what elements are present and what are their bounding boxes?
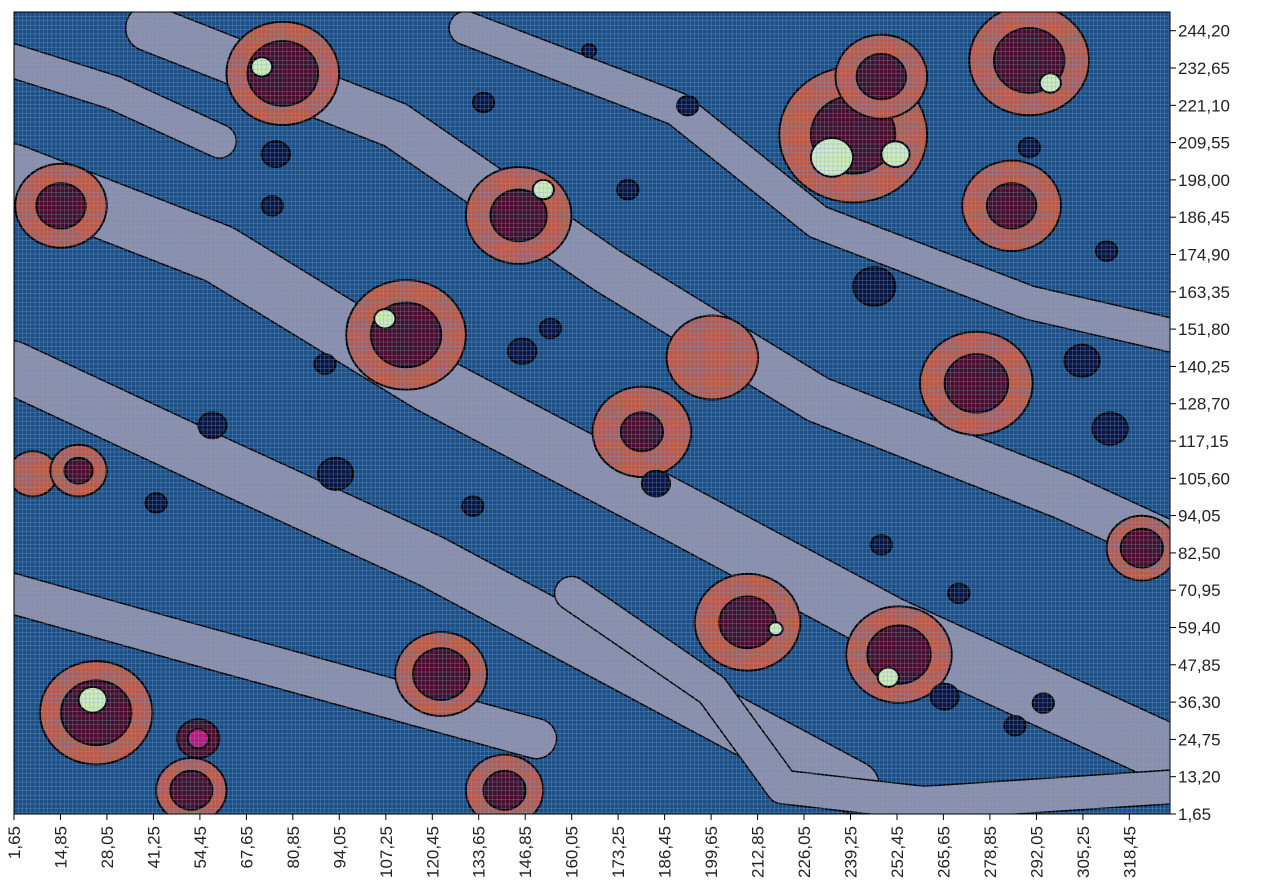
contour-region [880, 140, 911, 169]
x-tick-label: 278,85 [981, 826, 1000, 878]
y-tick-label: 232,65 [1178, 59, 1230, 78]
contour-region [169, 769, 214, 811]
y-tick-label: 82,50 [1178, 544, 1221, 563]
x-tick-label: 173,25 [609, 826, 628, 878]
x-tick-label: 14,85 [52, 826, 71, 869]
y-tick-label: 128,70 [1178, 395, 1230, 414]
plot-area [14, 12, 1170, 814]
x-tick-label: 305,25 [1074, 826, 1093, 878]
y-tick-label: 94,05 [1178, 507, 1221, 526]
x-tick-label: 292,05 [1027, 826, 1046, 878]
y-axis-right: 1,65 13,20 24,75 36,30 47,85 59,40 70,95 82,50 9… [1170, 22, 1230, 824]
x-tick-label: 186,45 [656, 826, 675, 878]
contour-region [1031, 692, 1055, 714]
y-tick-label: 163,35 [1178, 283, 1230, 302]
x-tick-label: 54,45 [191, 826, 210, 869]
contour-region [869, 534, 893, 556]
grid-lines [14, 12, 1170, 814]
x-tick-label: 1,65 [5, 826, 24, 859]
contour-region [855, 53, 907, 101]
x-tick-label: 107,25 [377, 826, 396, 878]
y-tick-label: 117,15 [1178, 432, 1229, 451]
x-axis-bottom: 1,65 14,85 28,05 41,25 54,45 67,65 80,85 94,05 1… [5, 814, 1139, 878]
y-tick-label: 1,65 [1178, 805, 1211, 824]
contour-region [852, 266, 897, 307]
contour-region [144, 492, 168, 514]
x-tick-label: 133,65 [470, 826, 489, 878]
contour-region [482, 769, 527, 811]
contour-region [186, 727, 210, 750]
x-tick-label: 226,05 [795, 826, 814, 878]
contour-region [616, 178, 640, 201]
x-tick-label: 265,65 [934, 826, 953, 878]
y-tick-label: 36,30 [1178, 693, 1221, 712]
plot-frame [13, 11, 1171, 815]
y-tick-label: 244,20 [1178, 22, 1230, 41]
x-tick-label: 120,45 [423, 826, 442, 878]
contour-region [767, 621, 784, 637]
x-tick-label: 80,85 [284, 826, 303, 869]
y-tick-label: 198,00 [1178, 171, 1230, 190]
contour-region [581, 43, 598, 59]
contour-region [640, 469, 672, 498]
y-tick-label: 13,20 [1178, 768, 1221, 787]
contour-region [489, 188, 548, 243]
contour-region [1095, 240, 1119, 262]
x-tick-label: 318,45 [1120, 826, 1139, 878]
contour-region [876, 666, 900, 688]
x-tick-label: 199,65 [702, 826, 721, 878]
contour-region [373, 308, 397, 330]
contour-region [676, 95, 700, 117]
x-tick-label: 212,85 [749, 826, 768, 878]
y-tick-label: 140,25 [1178, 357, 1230, 376]
x-tick-label: 28,05 [98, 826, 117, 869]
contour-region [77, 685, 108, 714]
x-tick-label: 160,05 [563, 826, 582, 878]
x-tick-label: 146,85 [516, 826, 535, 878]
x-tick-label: 239,25 [842, 826, 861, 878]
plot-grid [14, 12, 1170, 814]
x-tick-label: 94,05 [330, 826, 349, 869]
contour-region [1003, 715, 1027, 737]
x-tick-label: 67,65 [237, 826, 256, 869]
y-tick-label: 186,45 [1178, 208, 1230, 227]
y-tick-label: 47,85 [1178, 656, 1221, 675]
x-tick-label: 252,45 [888, 826, 907, 878]
ridge-band [14, 44, 236, 158]
y-tick-label: 174,90 [1178, 246, 1230, 265]
y-tick-label: 59,40 [1178, 619, 1221, 638]
x-tick-label: 41,25 [144, 826, 163, 869]
y-tick-label: 209,55 [1178, 134, 1230, 153]
y-tick-label: 24,75 [1178, 730, 1221, 749]
ridge-band [449, 12, 1170, 352]
y-tick-label: 105,60 [1178, 469, 1230, 488]
y-tick-label: 151,80 [1178, 320, 1230, 339]
y-tick-label: 70,95 [1178, 581, 1221, 600]
contour-region [665, 314, 760, 401]
y-tick-label: 221,10 [1178, 96, 1230, 115]
contour-region [1063, 343, 1101, 378]
